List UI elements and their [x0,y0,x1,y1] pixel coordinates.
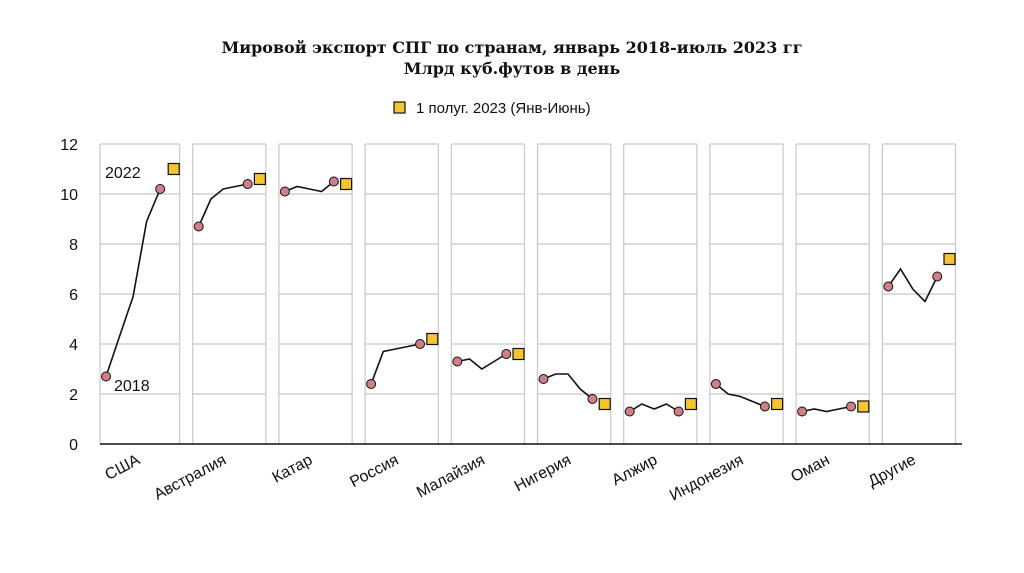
point-h1-2023 [426,332,439,346]
point-2022 [587,394,598,404]
point-h1-2023 [943,252,956,266]
y-tick-label: 4 [69,337,78,354]
point-2022 [932,271,943,282]
y-tick-label: 10 [60,187,78,204]
series-line [105,188,161,377]
series-line [197,183,248,227]
point-h1-2023 [598,397,611,411]
category-label: Другие [866,451,919,490]
point-h1-2023 [167,162,180,176]
y-tick-label: 0 [69,437,78,454]
point-2018 [883,281,894,292]
chart-title: Мировой экспорт СПГ по странам, январь 2… [222,38,803,57]
point-h1-2023 [512,347,525,361]
point-h1-2023 [253,172,266,186]
point-2018 [538,374,549,384]
category-label: Катар [270,451,316,486]
category-label: Индонезия [667,452,746,505]
panel-8 [710,379,784,412]
series-line [543,373,594,400]
point-2018 [797,406,808,417]
point-2018 [452,356,463,367]
point-2022 [759,401,770,412]
point-2018 [279,186,290,197]
point-2022 [242,179,253,189]
series-line [284,180,335,193]
series-line [370,343,421,385]
y-axis-ticks: 0 2 4 6 8 10 12 [60,137,78,454]
point-h1-2023 [770,397,784,411]
series-line [629,403,680,413]
point-2018 [710,379,721,389]
point-2018 [101,371,111,382]
series-line [887,267,939,303]
series-line [457,353,507,370]
category-label: Нигерия [512,452,574,496]
legend-marker [393,101,406,114]
point-h1-2023 [857,400,870,413]
panel-3 [279,176,353,197]
panel-7 [624,397,698,417]
point-2022 [501,349,512,359]
legend: 1 полуг. 2023 (Янв-Июнь) [393,100,591,117]
panel-5 [452,347,525,370]
series-line [801,405,852,413]
panels [101,162,956,417]
panel-6 [538,373,611,411]
legend-label: 1 полуг. 2023 (Янв-Июнь) [416,100,591,117]
panel-4 [366,332,439,389]
category-label: Австралия [151,452,229,504]
y-tick-label: 8 [69,237,78,254]
point-2022 [673,406,684,417]
y-tick-label: 12 [60,137,78,154]
point-h1-2023 [340,177,353,191]
y-tick-label: 6 [69,287,78,304]
panel-9 [797,400,870,417]
panel-2 [193,172,266,232]
point-2022 [328,176,339,187]
annotation-2018: 2018 [114,378,150,395]
point-2018 [193,221,204,232]
category-label: Малайзия [414,452,488,502]
category-label: Оман [788,452,832,486]
point-2022 [846,401,857,412]
point-2022 [155,184,166,194]
series-line [715,383,766,408]
panel-1 [101,162,180,382]
point-2018 [624,406,635,417]
category-labels: США Австралия Катар Россия Малайзия Нигерия Ал… [102,451,918,504]
category-label: США [102,451,143,483]
category-label: Алжир [609,451,660,489]
category-label: Россия [347,452,401,492]
point-2018 [366,379,377,389]
point-h1-2023 [684,397,698,411]
grid [99,143,962,445]
annotation-2022: 2022 [105,165,141,182]
point-2022 [415,339,426,349]
panel-10 [883,252,956,303]
chart-subtitle: Млрд куб.футов в день [404,59,621,78]
y-tick-label: 2 [69,387,78,404]
